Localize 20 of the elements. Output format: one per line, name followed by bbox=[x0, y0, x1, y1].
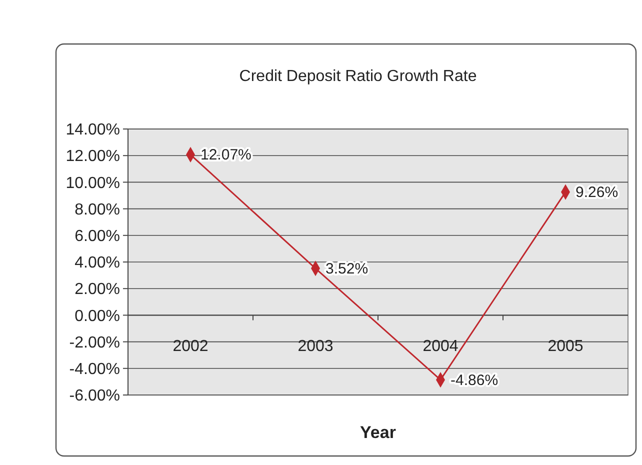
y-tick-label: 12.00% bbox=[66, 148, 120, 166]
y-tick-label: 6.00% bbox=[74, 228, 120, 245]
y-tick-label: -6.00% bbox=[69, 388, 120, 405]
x-axis-title: Year bbox=[360, 423, 396, 442]
y-tick-label: -2.00% bbox=[69, 334, 120, 352]
y-tick-label: 4.00% bbox=[74, 254, 120, 272]
x-tick-label: 2005 bbox=[548, 338, 584, 356]
y-tick-label: 14.00% bbox=[66, 122, 120, 139]
y-tick-label: 10.00% bbox=[66, 174, 120, 192]
data-label: 9.26% bbox=[576, 184, 618, 202]
y-tick-label: 2.00% bbox=[74, 281, 120, 298]
chart-title: Credit Deposit Ratio Growth Rate bbox=[239, 68, 477, 85]
y-tick-label: -4.00% bbox=[69, 361, 120, 378]
y-tick-label: 8.00% bbox=[74, 201, 120, 218]
data-label: -4.86% bbox=[450, 372, 498, 389]
y-tick-label: 0.00% bbox=[74, 308, 120, 325]
x-tick-label: 2003 bbox=[298, 338, 334, 356]
x-tick-label: 2004 bbox=[422, 338, 458, 356]
data-label: 3.52% bbox=[326, 260, 368, 278]
x-tick-label: 2002 bbox=[172, 338, 208, 356]
